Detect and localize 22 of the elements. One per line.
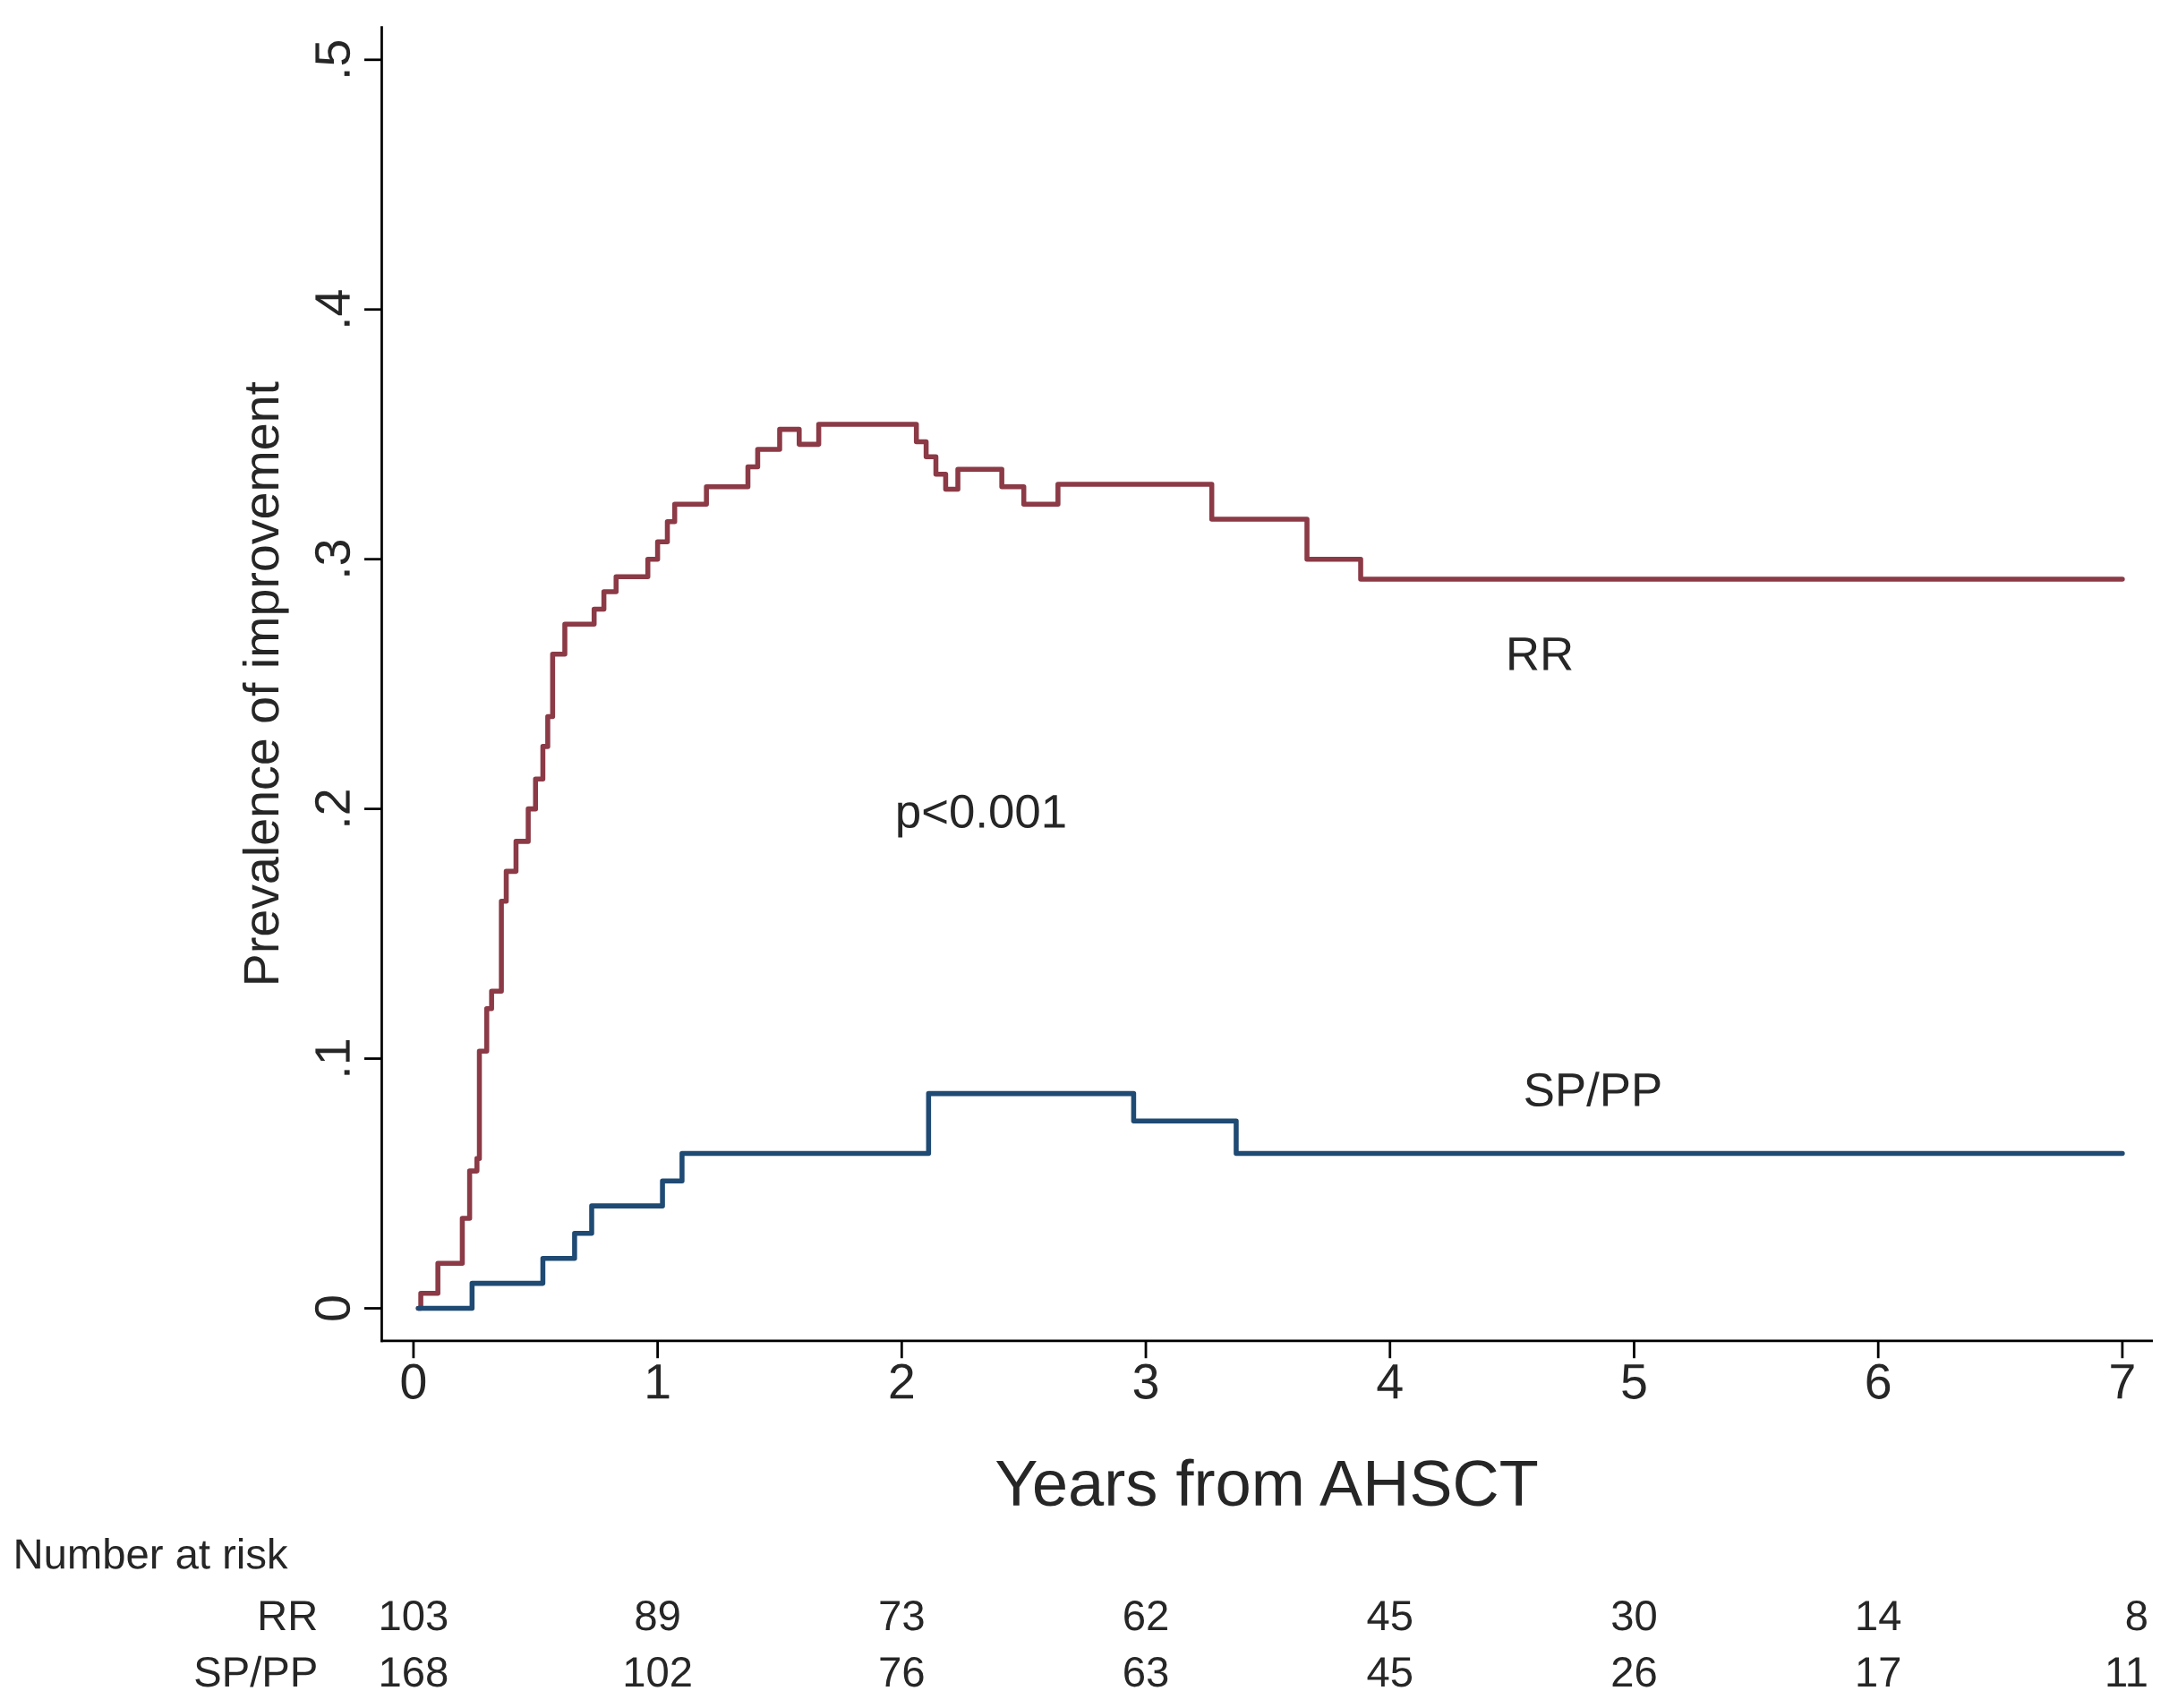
series-label: SP/PP [1525, 1072, 1661, 1107]
text: Number at risk [16, 1538, 288, 1569]
y-tick-label: 0 [314, 1296, 351, 1320]
x-tick-label: 4 [1377, 1364, 1403, 1399]
annotation: p<0.001 [898, 794, 1065, 838]
text: RR 103 89 73 62 45 30 14 8 [260, 1601, 2147, 1631]
y-tick-label: .5 [315, 40, 351, 76]
series-label: RR [1509, 637, 1572, 670]
y-tick-label: .2 [314, 790, 350, 825]
y-axis-title: Prevalence of improvement [242, 381, 289, 983]
x-tick-label: 7 [2111, 1364, 2134, 1399]
x-tick-label: 5 [1622, 1364, 1646, 1399]
text: SP/PP 168 102 76 63 45 26 17 11 [195, 1655, 2147, 1687]
y-tick-label: .1 [315, 1040, 350, 1075]
x-tick-label: 6 [1866, 1363, 1891, 1399]
y-tick-label: .4 [315, 290, 350, 326]
x-tick-label: 1 [647, 1364, 670, 1399]
x-tick-label: 2 [890, 1363, 913, 1399]
x-tick-label: 3 [1133, 1363, 1158, 1399]
x-tick-label: 0 [401, 1363, 426, 1399]
x-axis-title: Years from AHSCT [995, 1458, 1538, 1507]
y-tick-label: .3 [314, 540, 351, 576]
